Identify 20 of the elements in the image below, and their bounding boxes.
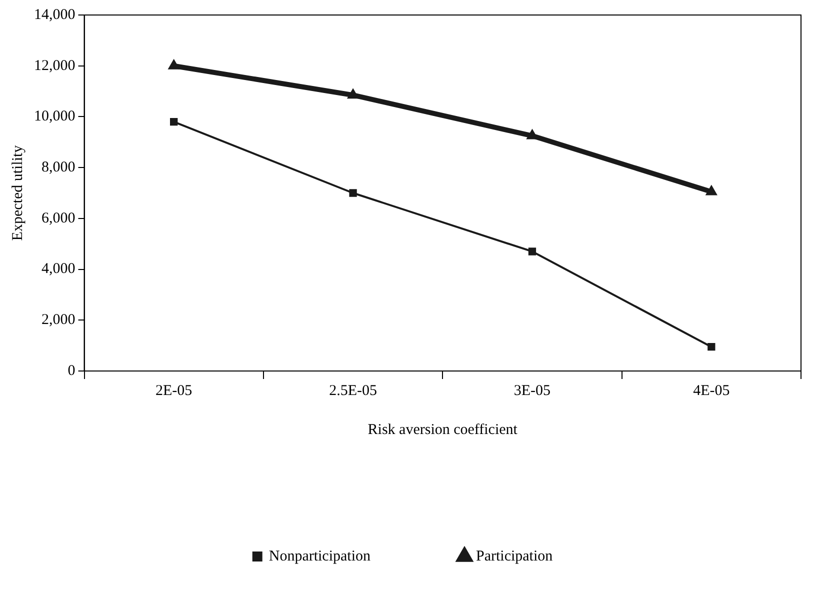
y-tick-label: 6,000 (42, 210, 76, 226)
y-tick-label: 12,000 (34, 58, 76, 74)
y-tick-label: 14,000 (34, 6, 76, 23)
x-tick-label: 2.5E-05 (329, 382, 377, 399)
y-tick-label: 4,000 (42, 261, 76, 278)
legend-label: Nonparticipation (268, 548, 371, 564)
y-tick-label: 0 (68, 362, 76, 379)
x-tick-label: 3E-05 (514, 382, 551, 399)
x-axis-title: Risk aversion coefficient (368, 422, 518, 438)
y-axis-title: Expected utility (10, 144, 26, 241)
legend-label: Participation (476, 548, 554, 564)
point (708, 343, 716, 351)
y-tick-label: 8,000 (42, 160, 76, 176)
y-tick-label: 2,000 (42, 312, 76, 328)
x-tick-label: 4E-05 (693, 382, 730, 399)
y-tick-label: 10,000 (34, 108, 76, 125)
point (170, 118, 178, 126)
point (349, 189, 357, 197)
point (528, 248, 536, 256)
x-tick-label: 2E-05 (156, 382, 192, 399)
